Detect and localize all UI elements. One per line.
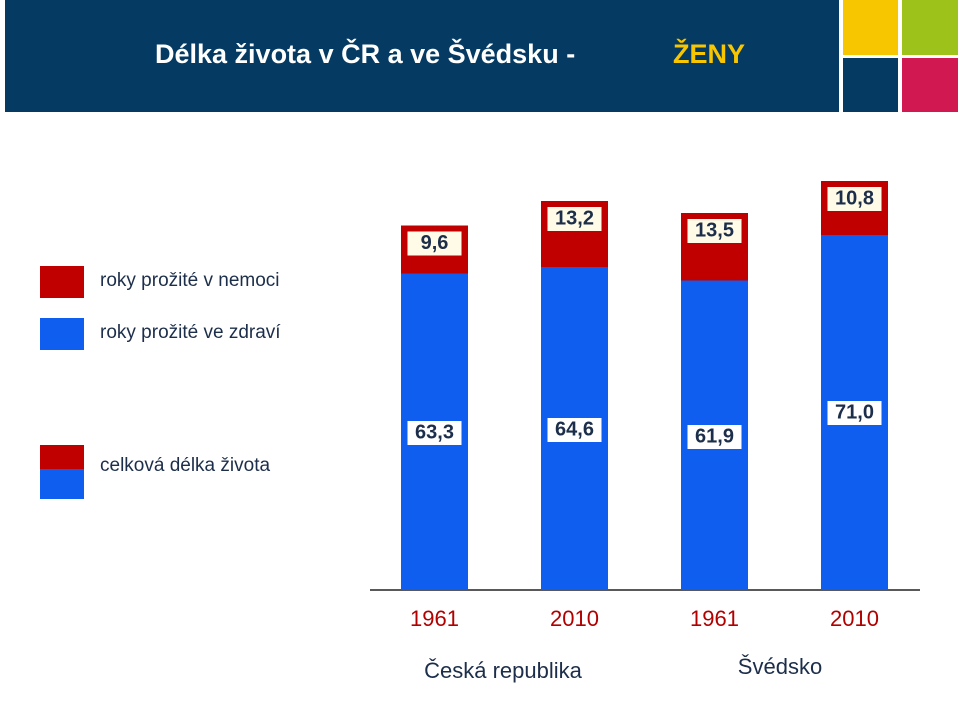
legend-label: celková délka života [100,455,270,476]
x-tick-label: 2010 [830,606,879,631]
value-label-bg [827,187,882,211]
x-tick-label: 2010 [550,606,599,631]
deco-square [902,58,958,112]
legend-swatch [40,469,84,499]
group-label: Švédsko [738,654,822,679]
value-label: 71,0 [835,401,874,423]
legend-swatch [40,318,84,350]
value-label-bg [687,425,742,449]
value-label: 13,2 [555,207,594,229]
value-label: 9,6 [421,232,449,254]
value-label-bg [547,418,602,442]
value-label-bg [407,421,462,445]
value-label-bg [547,207,602,231]
value-label: 13,5 [695,219,734,241]
title: Délka života v ČR a ve Švédsku - [155,38,575,69]
value-label-bg [687,219,742,243]
legend-label: roky prožité v nemoci [100,270,280,291]
legend-label: roky prožité ve zdraví [100,322,281,343]
deco-square [843,0,898,55]
value-label: 61,9 [695,425,734,447]
legend-swatch [40,266,84,298]
x-tick-label: 1961 [410,606,459,631]
deco-square [902,0,958,55]
legend-swatch [40,445,84,469]
value-label: 64,6 [555,418,594,440]
value-label-bg [827,401,882,425]
title-highlight: ŽENY [673,38,745,69]
header-band [5,0,839,112]
deco-square [843,58,898,112]
value-label: 63,3 [415,421,454,443]
group-label: Česká republika [424,658,583,683]
value-label: 10,8 [835,187,874,209]
x-tick-label: 1961 [690,606,739,631]
value-label-bg [407,231,462,256]
